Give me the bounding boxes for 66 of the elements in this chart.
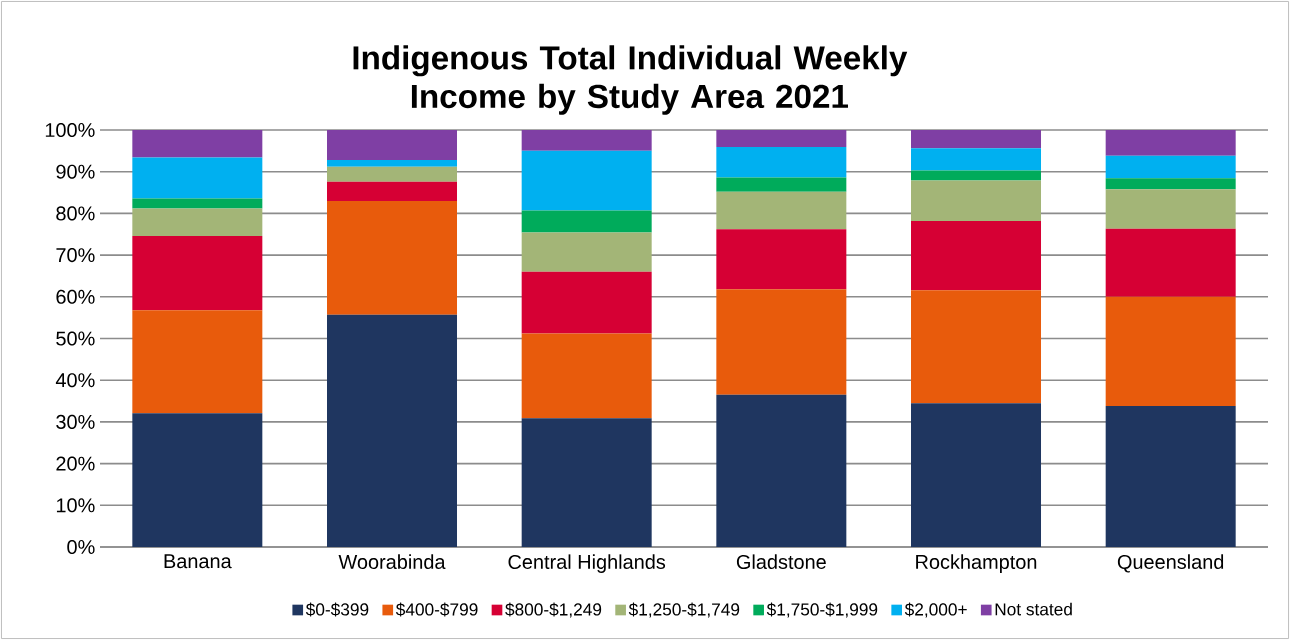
bar [327, 314, 458, 547]
bar [1105, 296, 1236, 407]
bar [521, 271, 652, 334]
bar [911, 403, 1042, 547]
y-tick-label: 10% [56, 498, 95, 513]
bar [132, 129, 263, 158]
x-tick-label: Rockhampton [916, 554, 1037, 573]
legend-label: $800-$1,249 [505, 602, 602, 618]
legend-label: Not stated [995, 602, 1072, 616]
x-tick-label: Woorabinda [338, 554, 446, 569]
legend-label: $2,000+ [904, 602, 967, 618]
x-tick-label: Central Highlands [508, 554, 666, 573]
bar [132, 208, 263, 236]
bar [1105, 228, 1236, 297]
y-tick-label: 0% [67, 539, 95, 555]
bar [1105, 189, 1236, 229]
bar [521, 232, 652, 272]
bar [132, 157, 263, 199]
bar [716, 229, 847, 290]
bar [911, 170, 1042, 181]
chart-title: Indigenous Total Individual Weekly Income by Study Area 2021 [353, 45, 908, 115]
bar [132, 235, 263, 311]
y-tick-label: 60% [56, 289, 95, 304]
bar [1105, 129, 1236, 156]
bar [327, 160, 458, 167]
bar [911, 129, 1042, 149]
bar [327, 200, 458, 315]
bar [716, 177, 847, 192]
x-tick-label: Gladstone [736, 554, 826, 569]
bar [1105, 155, 1236, 179]
y-tick-label: 50% [56, 331, 95, 346]
legend-label: $1,750-$1,999 [766, 602, 878, 618]
bar [521, 333, 652, 419]
bar [521, 210, 652, 233]
y-tick-label: 70% [56, 248, 95, 263]
bar [911, 148, 1042, 171]
y-tick-label: 90% [56, 164, 95, 179]
bar [1105, 178, 1236, 190]
bar [716, 394, 847, 547]
bar [132, 310, 263, 414]
x-tick-label: Queensland [1117, 554, 1224, 573]
bar [911, 220, 1042, 291]
bar [327, 166, 458, 182]
legend-label: $0-$399 [305, 602, 369, 617]
y-tick-label: 100% [45, 122, 95, 138]
y-tick-label: 20% [56, 456, 95, 471]
legend-label: $1,250-$1,749 [628, 602, 740, 618]
y-tick-label: 80% [56, 206, 95, 221]
y-tick-label: 40% [55, 373, 95, 388]
bar [716, 191, 847, 230]
bar [1105, 406, 1236, 547]
bar [716, 147, 847, 178]
legend-label: $400-$799 [395, 602, 478, 617]
bar [521, 129, 652, 151]
bar [521, 150, 652, 211]
bar [132, 413, 263, 547]
bar [132, 198, 263, 209]
bar [521, 418, 652, 547]
y-tick-label: 30% [56, 414, 95, 429]
x-tick-label: Banana [164, 554, 232, 569]
bar [911, 180, 1042, 221]
bar [716, 289, 847, 395]
bar [911, 290, 1042, 404]
bar [716, 129, 847, 148]
bar [327, 181, 458, 201]
bar [327, 129, 458, 161]
